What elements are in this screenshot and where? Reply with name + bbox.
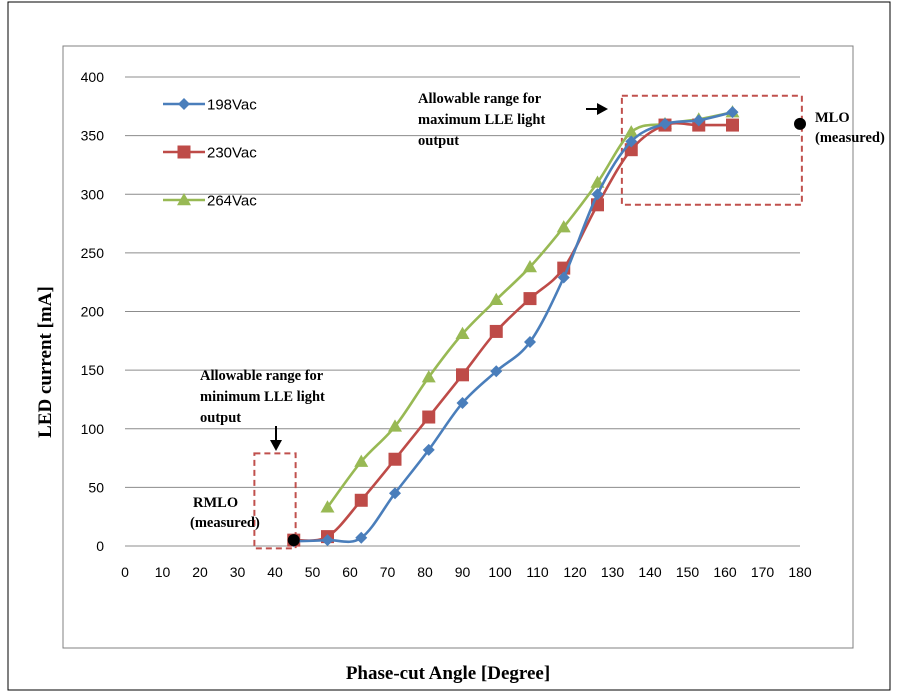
x-tick-label: 100 (488, 564, 512, 580)
y-axis-title: LED current [mA] (35, 286, 56, 438)
chart-frame (7, 1, 891, 691)
x-tick-label: 30 (230, 564, 246, 580)
data-point (320, 500, 335, 513)
legend-entry: 264Vac (163, 193, 257, 210)
data-point (421, 370, 436, 383)
data-point (456, 368, 469, 382)
x-tick-label: 160 (713, 564, 737, 580)
y-tick-label: 200 (81, 304, 105, 320)
legend-label: 230Vac (207, 145, 257, 162)
data-point (354, 493, 368, 507)
x-tick-label: 180 (788, 564, 812, 580)
y-tick-label: 0 (96, 538, 104, 554)
x-tick-label: 150 (676, 564, 700, 580)
annotation-rmlo-line-2: (measured) (190, 515, 260, 531)
annotation-min-range-line-2: minimum LLE light (200, 389, 325, 405)
data-point (523, 259, 537, 273)
annotation-mlo: MLO (measured) (815, 110, 885, 146)
annotation-min-range-line-3: output (200, 410, 241, 426)
annotation-rmlo-line-1: RMLO (193, 495, 238, 511)
plot-frame (62, 45, 854, 649)
arrow-head-right-icon (597, 103, 608, 115)
data-point (556, 220, 571, 233)
x-axis-title: Phase-cut Angle [Degree] (346, 663, 550, 684)
data-point (455, 326, 470, 340)
data-point (524, 335, 536, 348)
x-tick-label: 140 (638, 564, 662, 580)
data-point (489, 292, 504, 306)
measured-point (287, 534, 300, 547)
x-tick-label: 70 (380, 564, 396, 580)
range-box (253, 452, 297, 550)
data-point (659, 117, 671, 130)
x-tick-label: 90 (455, 564, 471, 580)
legend-marker (177, 193, 191, 206)
data-point (591, 188, 604, 201)
annotation-max-range-line-1: Allowable range for (418, 91, 542, 107)
y-tick-label: 150 (81, 362, 105, 378)
annotation-min-range-line-1: Allowable range for (200, 368, 324, 384)
y-tick-label: 350 (81, 128, 105, 144)
legend-label: 198Vac (207, 97, 257, 114)
annotation-max-range: Allowable range for maximum LLE light ou… (418, 91, 608, 149)
annotation-max-range-line-2: maximum LLE light (418, 112, 545, 128)
data-point (726, 118, 739, 132)
data-point (692, 114, 705, 127)
data-point (624, 125, 639, 138)
data-point (523, 292, 537, 306)
y-tick-label: 300 (81, 186, 105, 202)
x-tick-label: 120 (563, 564, 587, 580)
arrow-head-down-icon (270, 440, 282, 451)
data-point (388, 419, 402, 432)
measured-points (287, 117, 806, 547)
data-point (354, 454, 369, 467)
x-tick-label: 110 (526, 564, 549, 580)
data-point (422, 443, 435, 456)
legend-marker (178, 98, 190, 110)
y-tick-labels: 0 50 100 150 200 250 300 350 400 (81, 69, 105, 554)
x-tick-label: 60 (342, 564, 358, 580)
legend-marker (177, 145, 191, 159)
x-tick-label: 80 (417, 564, 433, 580)
annotation-mlo-line-2: (measured) (815, 130, 885, 146)
y-tick-label: 400 (81, 69, 105, 85)
y-tick-label: 50 (88, 479, 104, 495)
data-point (490, 365, 503, 378)
x-tick-label: 130 (601, 564, 625, 580)
legend-entry: 198Vac (163, 97, 257, 114)
legend-label: 264Vac (207, 193, 257, 210)
data-point (489, 324, 503, 338)
data-point (355, 531, 368, 544)
gridlines (125, 76, 800, 547)
annotation-mlo-line-1: MLO (815, 110, 850, 126)
x-tick-label: 50 (305, 564, 321, 580)
y-tick-label: 100 (81, 421, 105, 437)
annotation-rmlo: RMLO (measured) (190, 495, 260, 531)
legend-entry: 230Vac (163, 145, 257, 162)
data-point (321, 534, 334, 547)
x-tick-label: 0 (121, 564, 129, 580)
data-point (557, 271, 570, 284)
annotation-max-range-line-3: output (418, 133, 459, 149)
y-tick-label: 250 (81, 245, 105, 261)
annotation-min-range: Allowable range for minimum LLE light ou… (200, 368, 325, 451)
measured-point (794, 117, 806, 130)
data-point (389, 487, 401, 500)
legend: 198Vac 230Vac 264Vac (163, 97, 257, 210)
data-point (726, 106, 739, 119)
range-box (620, 94, 803, 206)
data-point (422, 410, 436, 424)
range-boxes (253, 94, 803, 550)
series-layer (287, 105, 740, 548)
data-point (456, 396, 469, 409)
series-line (293, 110, 733, 544)
x-tick-label: 40 (267, 564, 283, 580)
data-point (625, 135, 638, 148)
x-tick-label: 20 (192, 564, 208, 580)
x-tick-label: 10 (155, 564, 171, 580)
x-tick-label: 170 (751, 564, 775, 580)
data-point (388, 452, 402, 466)
x-tick-labels: 0 10 20 30 40 50 60 70 80 90 100 110 120 130 140 150 160… (121, 564, 812, 580)
